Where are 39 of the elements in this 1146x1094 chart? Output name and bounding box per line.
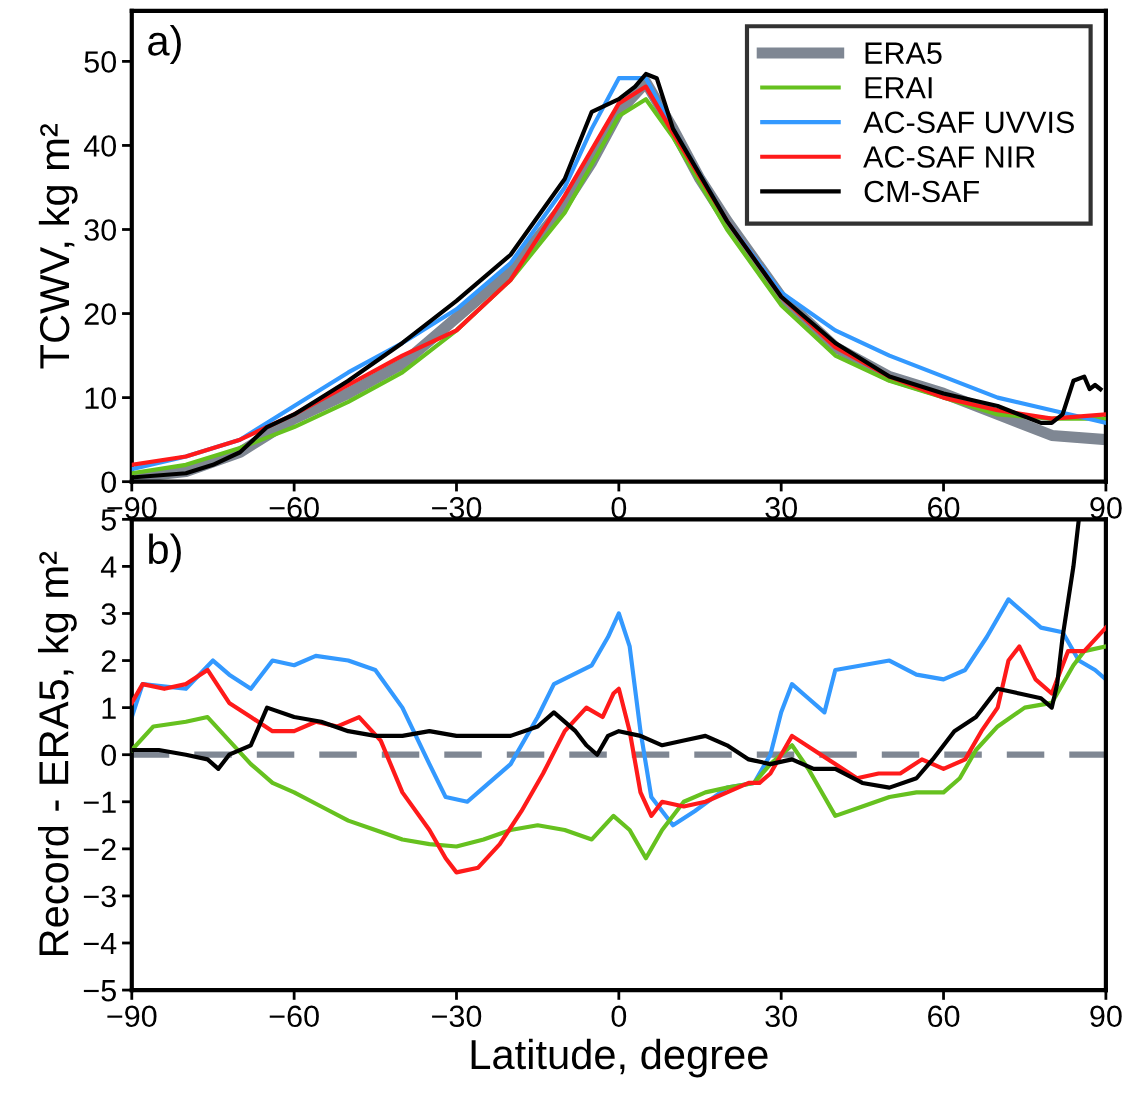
legend-label: ERA5 <box>865 42 942 64</box>
y-tick-label: 10 <box>85 387 117 409</box>
x-tick-label: −60 <box>269 1005 319 1028</box>
y-tick-label: −2 <box>83 838 116 860</box>
x-tick-label: 0 <box>611 1005 627 1028</box>
x-tick-label: 0 <box>611 497 627 519</box>
legend-label: CM-SAF <box>864 180 979 203</box>
x-tick-label: 60 <box>928 497 960 519</box>
x-tick-label: −90 <box>107 1005 157 1028</box>
y-tick-label: −5 <box>83 980 116 1002</box>
legend-label: AC-SAF UVVIS <box>863 111 1074 134</box>
x-tick-label: 30 <box>765 1005 797 1028</box>
y-tick-label: 40 <box>83 135 117 157</box>
y-tick-label: 1 <box>102 697 116 719</box>
y-tick-label: 20 <box>84 303 117 325</box>
x-tick-label: 90 <box>1090 497 1122 519</box>
y-axis-title: TCWV, kg m² <box>38 124 78 369</box>
y-tick-label: 30 <box>84 219 117 241</box>
y-tick-label: −4 <box>83 933 117 955</box>
y-tick-label: −3 <box>83 885 116 908</box>
annotation: a) <box>148 25 181 64</box>
x-tick-label: 30 <box>765 497 797 519</box>
y-tick-label: 4 <box>100 556 117 578</box>
y-tick-label: 50 <box>84 51 117 73</box>
x-tick-label: 90 <box>1090 1005 1122 1028</box>
x-tick-label: 60 <box>928 1005 960 1028</box>
x-tick-label: −30 <box>432 1005 482 1028</box>
x-axis-title: Latitude, degree <box>471 1038 768 1078</box>
legend-label: ERAI <box>865 77 932 99</box>
y-axis-title: Record - ERA5, kg m² <box>37 551 77 956</box>
legend-label: AC-SAF NIR <box>863 146 1035 168</box>
y-tick-label: 3 <box>101 603 116 625</box>
x-tick-label: −60 <box>269 497 319 519</box>
y-tick-label: 0 <box>101 471 117 494</box>
annotation: b) <box>149 533 181 573</box>
x-tick-label: −30 <box>432 497 482 519</box>
y-tick-label: 0 <box>101 744 117 767</box>
y-tick-label: 2 <box>101 650 116 672</box>
y-tick-label: −1 <box>83 791 116 813</box>
